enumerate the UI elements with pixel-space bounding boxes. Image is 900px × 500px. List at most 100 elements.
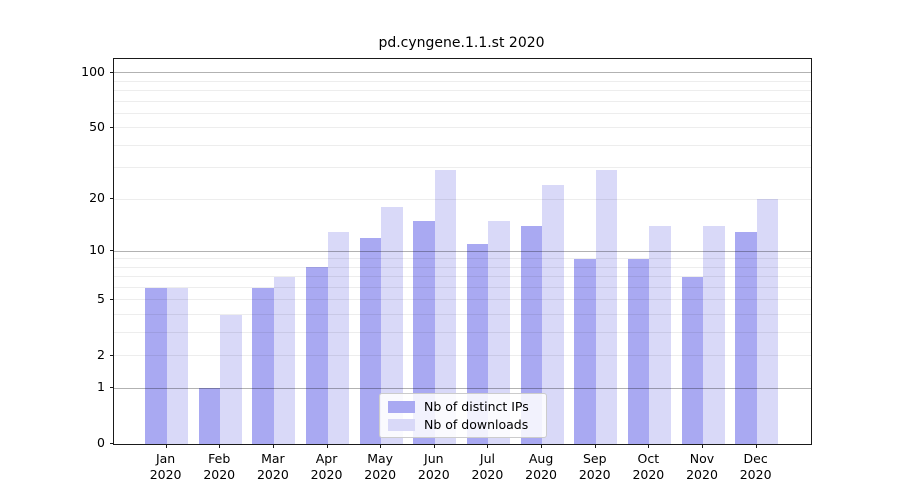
y-tick-label-2: 2 xyxy=(97,346,105,362)
bar-ips-jan xyxy=(145,287,167,444)
x-tick-month-jun: Jun xyxy=(424,451,444,466)
x-tick-mark-jul xyxy=(487,444,489,448)
x-tick-month-may: May xyxy=(367,451,394,466)
plot-area: Nb of distinct IPs Nb of downloads xyxy=(113,58,812,445)
x-tick-month-jan: Jan xyxy=(155,451,176,466)
legend-swatch-distinct-ips xyxy=(388,400,415,413)
x-tick-mark-mar xyxy=(272,444,274,448)
bar-ips-oct xyxy=(627,258,650,444)
x-tick-mark-feb xyxy=(219,444,221,448)
x-tick-label-dec: Dec 2020 xyxy=(728,451,784,483)
y-tick-mark-50 xyxy=(110,126,114,128)
x-tick-label-aug: Aug 2020 xyxy=(513,451,569,483)
bar-downloads-feb xyxy=(220,314,242,444)
bar-downloads-aug xyxy=(542,185,564,444)
x-tick-mark-oct xyxy=(648,444,650,448)
bar-downloads-sep xyxy=(595,170,618,444)
x-tick-year-may: 2020 xyxy=(364,467,397,482)
bar-downloads-mar xyxy=(273,276,296,444)
x-tick-month-nov: Nov xyxy=(689,451,715,466)
bar-downloads-nov xyxy=(703,226,725,444)
x-tick-year-mar: 2020 xyxy=(256,467,289,482)
x-tick-label-apr: Apr 2020 xyxy=(299,451,355,483)
x-tick-month-aug: Aug xyxy=(528,451,554,466)
y-tick-label-20: 20 xyxy=(89,190,105,206)
bar-ips-sep xyxy=(574,258,596,444)
legend-item-distinct-ips: Nb of distinct IPs xyxy=(388,399,538,414)
gridline-major-100 xyxy=(114,72,811,74)
x-tick-year-jan: 2020 xyxy=(149,467,182,482)
y-tick-label-0: 0 xyxy=(97,435,105,450)
bar-downloads-dec xyxy=(756,199,779,444)
bar-downloads-jun xyxy=(434,170,457,444)
x-tick-month-mar: Mar xyxy=(261,451,285,466)
gridline-minor-50 xyxy=(114,127,811,129)
x-tick-month-sep: Sep xyxy=(582,451,607,466)
y-tick-label-1: 1 xyxy=(97,379,105,395)
bar-ips-apr xyxy=(306,267,328,444)
gridline-minor-30 xyxy=(114,167,811,169)
x-tick-mark-may xyxy=(380,444,382,448)
bar-downloads-apr xyxy=(327,231,350,444)
x-tick-label-jun: Jun 2020 xyxy=(406,451,462,483)
x-tick-label-oct: Oct 2020 xyxy=(620,451,676,483)
gridline-minor-60 xyxy=(114,112,811,114)
x-tick-mark-aug xyxy=(541,444,543,448)
y-tick-label-10: 10 xyxy=(89,242,105,258)
y-tick-mark-10 xyxy=(110,250,114,252)
x-tick-year-sep: 2020 xyxy=(578,467,611,482)
x-tick-mark-sep xyxy=(594,444,596,448)
x-tick-mark-jun xyxy=(433,444,435,448)
y-tick-mark-2 xyxy=(110,354,114,356)
x-tick-year-jul: 2020 xyxy=(471,467,504,482)
x-tick-label-may: May 2020 xyxy=(352,451,408,483)
legend-swatch-downloads xyxy=(388,418,415,431)
x-tick-label-mar: Mar 2020 xyxy=(245,451,301,483)
legend-label-distinct-ips: Nb of distinct IPs xyxy=(424,399,529,414)
bar-downloads-jan xyxy=(166,287,189,444)
legend-label-downloads: Nb of downloads xyxy=(424,417,529,432)
x-tick-label-nov: Nov 2020 xyxy=(674,451,730,483)
x-tick-year-apr: 2020 xyxy=(310,467,343,482)
x-tick-year-aug: 2020 xyxy=(525,467,557,482)
x-tick-year-jun: 2020 xyxy=(417,467,450,482)
x-tick-month-dec: Dec xyxy=(743,451,768,466)
x-tick-year-dec: 2020 xyxy=(739,467,772,482)
bar-ips-nov xyxy=(681,276,703,444)
bar-ips-dec xyxy=(735,231,757,444)
bar-ips-aug xyxy=(520,226,543,444)
bar-downloads-may xyxy=(381,207,403,444)
x-tick-label-feb: Feb 2020 xyxy=(191,451,247,483)
y-tick-label-5: 5 xyxy=(97,290,105,306)
y-tick-label-50: 50 xyxy=(89,118,105,134)
legend: Nb of distinct IPs Nb of downloads xyxy=(379,393,547,438)
y-tick-label-100: 100 xyxy=(81,63,105,79)
x-tick-mark-nov xyxy=(702,444,703,448)
x-tick-label-jul: Jul 2020 xyxy=(459,451,515,483)
x-tick-label-sep: Sep 2020 xyxy=(567,451,623,483)
x-tick-year-feb: 2020 xyxy=(203,467,236,482)
x-tick-mark-apr xyxy=(326,444,328,448)
gridline-minor-40 xyxy=(114,144,811,146)
x-tick-mark-dec xyxy=(755,444,757,448)
y-tick-mark-20 xyxy=(110,198,114,200)
y-tick-mark-100 xyxy=(110,71,114,73)
bar-ips-may xyxy=(359,237,382,444)
x-tick-month-feb: Feb xyxy=(208,451,231,466)
x-tick-year-nov: 2020 xyxy=(686,467,718,482)
x-tick-year-oct: 2020 xyxy=(632,467,665,482)
x-tick-month-oct: Oct xyxy=(637,451,660,466)
x-tick-month-jul: Jul xyxy=(479,451,495,466)
gridline-minor-80 xyxy=(114,90,811,92)
y-tick-mark-1 xyxy=(110,387,114,389)
legend-item-downloads: Nb of downloads xyxy=(388,417,538,432)
bar-ips-jun xyxy=(413,221,435,444)
gridline-minor-90 xyxy=(114,80,811,82)
bar-downloads-oct xyxy=(649,226,671,444)
y-tick-mark-0 xyxy=(110,443,114,444)
bar-ips-feb xyxy=(198,388,221,444)
y-tick-mark-5 xyxy=(110,298,114,300)
gridline-minor-70 xyxy=(114,100,811,102)
gridline-minor-20 xyxy=(114,198,811,200)
bar-ips-mar xyxy=(252,287,274,444)
